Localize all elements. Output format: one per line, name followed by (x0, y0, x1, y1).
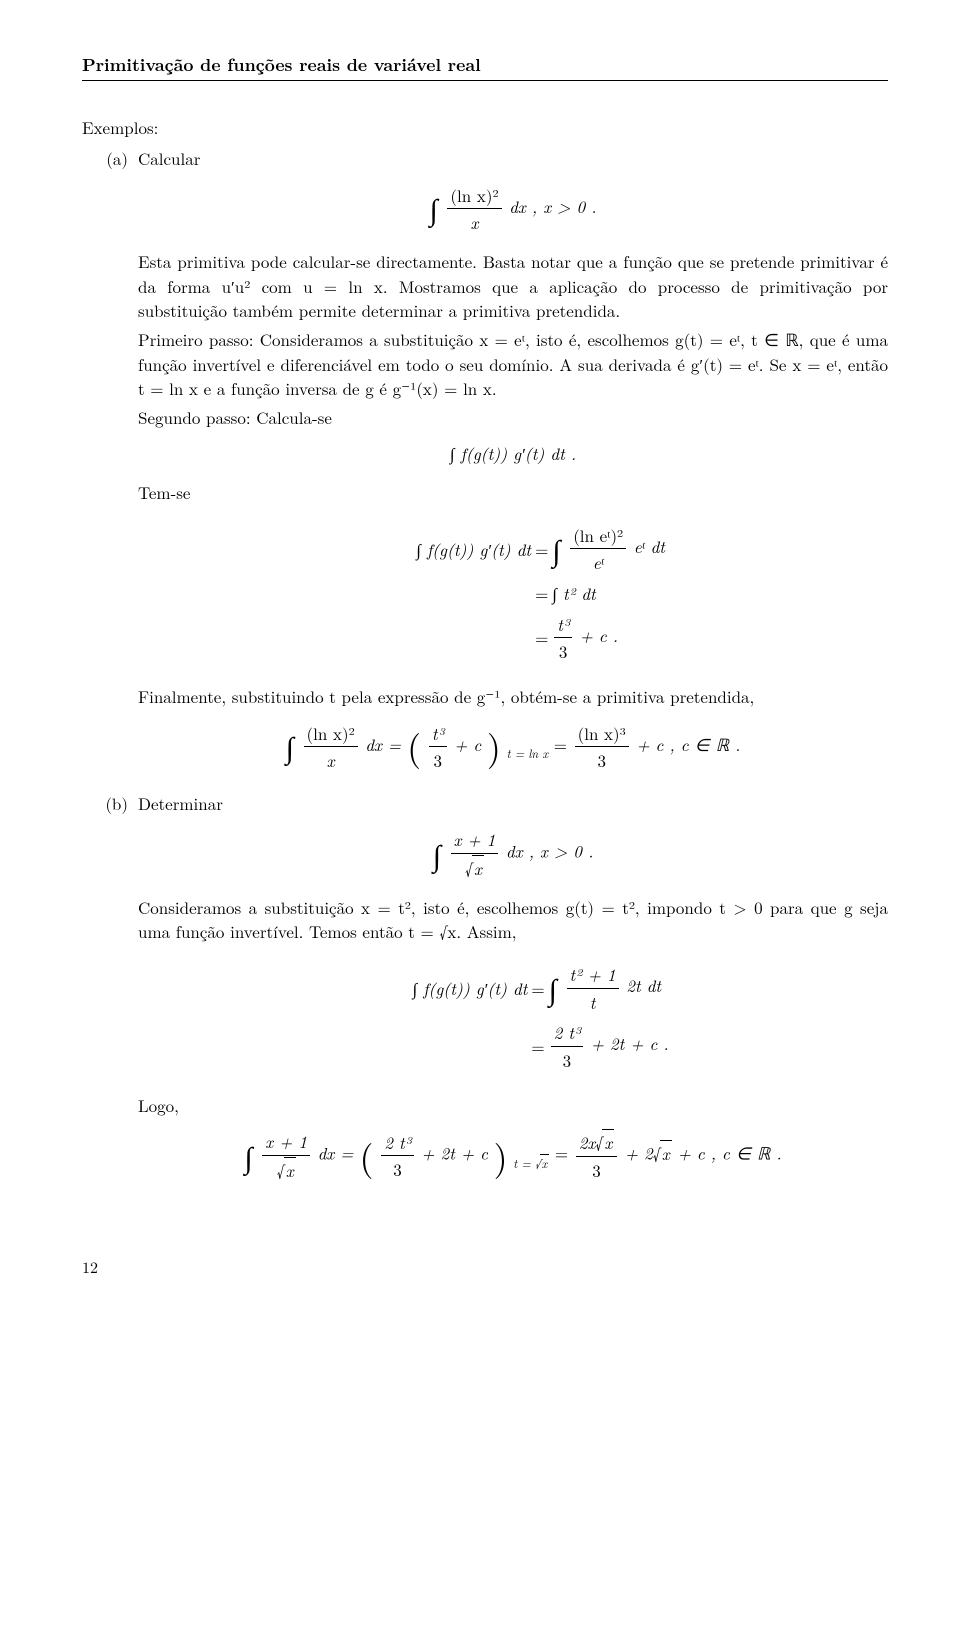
item-b-align: ∫ f(g(t)) g′(t) dt = ∫ t² + 1 t 2t dt = (138, 956, 888, 1079)
b-final-sub-rad: x (540, 1154, 550, 1172)
a-align3-num: t³ (554, 612, 572, 639)
b-final-sub-prefix: t = (513, 1155, 535, 1172)
a-final-rhs-tail: + c , c ∈ ℝ . (636, 731, 740, 755)
b-final-rhs-tail-rad: x (660, 1140, 672, 1166)
b-int-num: x + 1 (451, 827, 499, 854)
a-final-int-den: x (304, 747, 358, 773)
b-align1-l: ∫ f(g(t)) g′(t) dt (357, 976, 531, 1001)
item-b-p1: Consideramos a substituição x = t², isto… (138, 895, 888, 944)
item-b-lead: Determinar (138, 791, 888, 816)
a-align3-den: 3 (554, 638, 572, 664)
item-b-logo: Logo, (138, 1093, 888, 1118)
b-final-rhs-num-rad: x (602, 1129, 614, 1155)
item-a-align: ∫ f(g(t)) g′(t) dt = ∫ (ln eᵗ)² eᵗ eᵗ dt… (138, 517, 888, 670)
a-align1-l: ∫ f(g(t)) g′(t) dt (361, 537, 535, 562)
item-a-temse: Tem-se (138, 480, 888, 505)
b-final-l-den: x (284, 1157, 296, 1183)
a-align1-tail: eᵗ dt (634, 534, 665, 558)
item-a-p3: Segundo passo: Calcula-se (138, 405, 888, 430)
int1-den: x (447, 209, 501, 235)
example-item-a: (a) Calcular ∫ (ln x)² x dx , x > 0 . Es… (82, 146, 888, 787)
b-final-mid-tail: + 2t + c (421, 1141, 488, 1165)
b-align2-tail: + 2t + c . (591, 1031, 669, 1055)
item-a-final: ∫ (ln x)² x dx = ( t³ 3 + c ) t = ln x =… (138, 721, 888, 773)
b-final-rhs-tail1: + 2 (625, 1141, 653, 1165)
b-int-den: x (472, 855, 484, 881)
b-align2-den: 3 (551, 1047, 584, 1073)
page-header-title: Primitivação de funções reais de variáve… (82, 52, 888, 81)
item-a-label: (a) (82, 146, 138, 171)
item-b-integral: ∫ x + 1 √x dx , x > 0 . (138, 827, 888, 880)
b-final-mid-den: 3 (381, 1156, 414, 1182)
item-a-integral-1: ∫ (ln x)² x dx , x > 0 . (138, 183, 888, 235)
a-final-rhs-den: 3 (575, 747, 629, 773)
a-final-mid-num: t³ (429, 721, 447, 748)
a-align3-tail: + c . (580, 622, 618, 646)
item-b-label: (b) (82, 791, 138, 816)
int1-num: (ln x)² (447, 183, 501, 210)
b-align1-tail: 2t dt (626, 973, 661, 997)
b-align2-num: 2 t³ (551, 1020, 584, 1047)
b-final-rhs-num-coeff: 2x (579, 1130, 596, 1154)
a-final-sub: t = ln x (507, 745, 548, 762)
item-b-final: ∫ x + 1 √x dx = ( 2 t³ 3 + 2t + c ) t = … (138, 1129, 888, 1182)
b-align1-num: t² + 1 (567, 962, 619, 989)
a-align2: ∫ t² dt (552, 581, 595, 605)
b-int-tail: dx , x > 0 . (506, 839, 593, 863)
a-final-mid-tail: + c (454, 731, 481, 755)
item-a-p2: Primeiro passo: Consideramos a substitui… (138, 327, 888, 401)
a-align1-num: (ln eᵗ)² (570, 523, 626, 550)
b-final-rhs-den: 3 (576, 1157, 618, 1183)
item-a-lead: Calcular (138, 146, 888, 171)
b-final-l-num: x + 1 (262, 1129, 310, 1156)
item-a-p4: Finalmente, substituindo t pela expressã… (138, 684, 888, 709)
b-final-mid-num: 2 t³ (381, 1130, 414, 1157)
example-item-b: (b) Determinar ∫ x + 1 √x dx , x > 0 . C… (82, 791, 888, 1197)
b-final-rhs-tail2: + c , c ∈ ℝ . (672, 1141, 782, 1165)
a-final-mid-den: 3 (429, 747, 447, 773)
int1-rhs: dx , x > 0 . (509, 193, 596, 217)
section-label: Exemplos: (82, 115, 888, 140)
item-a-p1: Esta primitiva pode calcular-se directam… (138, 249, 888, 323)
b-align1-den: t (567, 989, 619, 1015)
a-final-int-num: (ln x)² (304, 721, 358, 748)
a-align1-den: eᵗ (570, 549, 626, 575)
item-a-disp2: ∫ f(g(t)) g′(t) dt . (138, 441, 888, 466)
a-final-rhs-num: (ln x)³ (575, 721, 629, 748)
page-number: 12 (82, 1255, 888, 1278)
